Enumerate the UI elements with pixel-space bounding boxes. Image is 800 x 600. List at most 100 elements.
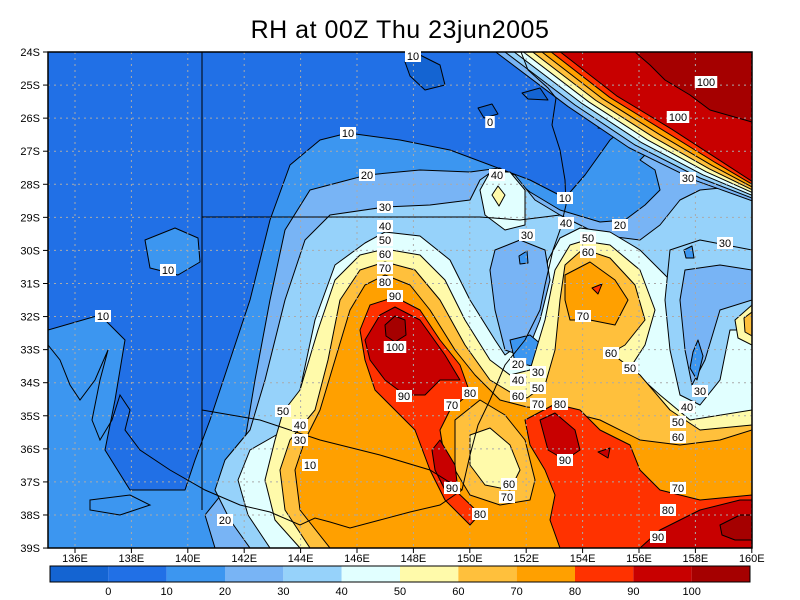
svg-text:70: 70 bbox=[379, 263, 391, 275]
contour-label: 60 bbox=[670, 431, 686, 444]
colorbar-label: 0 bbox=[105, 586, 111, 598]
colorbar-label: 30 bbox=[277, 586, 289, 598]
contour-label: 30 bbox=[377, 201, 393, 214]
contour-label: 60 bbox=[580, 246, 596, 259]
region-10-20 bbox=[518, 250, 529, 265]
svg-text:40: 40 bbox=[379, 221, 391, 233]
svg-text:30: 30 bbox=[521, 230, 533, 242]
state-border bbox=[201, 409, 463, 491]
contour-label: 50 bbox=[622, 362, 638, 375]
contour-label: 60 bbox=[603, 347, 619, 360]
lon-label: 144E bbox=[288, 553, 314, 565]
svg-text:60: 60 bbox=[512, 391, 524, 403]
colorbar-swatch bbox=[225, 566, 284, 582]
colorbar-swatch bbox=[166, 566, 225, 582]
svg-text:60: 60 bbox=[503, 479, 515, 491]
region-below-0 bbox=[477, 103, 499, 119]
colorbar-label: 20 bbox=[219, 586, 231, 598]
contour-label: 80 bbox=[377, 276, 393, 289]
svg-text:0: 0 bbox=[487, 117, 493, 129]
lon-label: 152E bbox=[513, 553, 539, 565]
contour-label: 40 bbox=[489, 169, 505, 182]
colorbar-swatch bbox=[691, 566, 750, 582]
svg-text:10: 10 bbox=[407, 51, 419, 63]
svg-text:10: 10 bbox=[559, 193, 571, 205]
lat-label: 26S bbox=[20, 113, 40, 125]
region-10-20 bbox=[689, 339, 704, 381]
region-60-70 bbox=[743, 311, 752, 337]
svg-text:80: 80 bbox=[464, 388, 476, 400]
lon-label: 148E bbox=[401, 553, 427, 565]
lat-label: 35S bbox=[20, 411, 40, 423]
colorbar-frame bbox=[49, 565, 751, 583]
colorbar-label: 10 bbox=[161, 586, 173, 598]
svg-text:100: 100 bbox=[669, 112, 687, 124]
colorbar-swatch bbox=[575, 566, 634, 582]
svg-text:20: 20 bbox=[512, 359, 524, 371]
contour-label: 20 bbox=[510, 358, 526, 371]
svg-text:50: 50 bbox=[624, 363, 636, 375]
colorbar-label: 60 bbox=[452, 586, 464, 598]
region-below-0 bbox=[521, 87, 549, 101]
colorbar-swatch bbox=[458, 566, 517, 582]
svg-text:60: 60 bbox=[605, 348, 617, 360]
lon-label: 146E bbox=[344, 553, 370, 565]
lat-label: 34S bbox=[20, 378, 40, 390]
svg-text:50: 50 bbox=[532, 383, 544, 395]
svg-text:10: 10 bbox=[342, 128, 354, 140]
contour-label: 10 bbox=[302, 459, 318, 472]
axes: 24S 25S 26S 27S 28S 29S 30S 31S 32S 33S 34S 35S 36S 3… bbox=[20, 47, 764, 565]
lon-label: 160E bbox=[739, 553, 765, 565]
contour-label: 80 bbox=[552, 398, 568, 411]
coastline bbox=[48, 52, 567, 529]
svg-text:100: 100 bbox=[386, 342, 404, 354]
lon-label: 156E bbox=[626, 553, 652, 565]
region-above-100 bbox=[634, 52, 752, 123]
lon-label: 154E bbox=[570, 553, 596, 565]
svg-text:40: 40 bbox=[294, 420, 306, 432]
lat-label: 38S bbox=[20, 510, 40, 522]
svg-text:20: 20 bbox=[219, 515, 231, 527]
region-90-100 bbox=[539, 412, 581, 461]
contour-label: 60 bbox=[510, 390, 526, 403]
svg-text:50: 50 bbox=[672, 417, 684, 429]
contour-label: 10 bbox=[160, 264, 176, 277]
contour-label: 70 bbox=[499, 491, 515, 504]
contour-label: 30 bbox=[292, 434, 308, 447]
lat-label: 33S bbox=[20, 345, 40, 357]
colorbar-label: 80 bbox=[569, 586, 581, 598]
svg-text:90: 90 bbox=[559, 455, 571, 467]
contour-label: 30 bbox=[530, 366, 546, 379]
svg-text:30: 30 bbox=[532, 367, 544, 379]
colorbar-swatch bbox=[283, 566, 342, 582]
lat-label: 25S bbox=[20, 80, 40, 92]
svg-text:40: 40 bbox=[512, 375, 524, 387]
colorbar-label: 40 bbox=[336, 586, 348, 598]
contour-label: 20 bbox=[359, 169, 375, 182]
svg-text:100: 100 bbox=[697, 77, 715, 89]
contour-label: 40 bbox=[292, 419, 308, 432]
lon-label: 136E bbox=[62, 553, 88, 565]
contour-label: 60 bbox=[501, 478, 517, 491]
chart-title: RH at 00Z Thu 23jun2005 bbox=[250, 16, 550, 44]
svg-text:30: 30 bbox=[719, 238, 731, 250]
svg-text:30: 30 bbox=[294, 435, 306, 447]
svg-text:10: 10 bbox=[304, 460, 316, 472]
contour-label: 80 bbox=[472, 508, 488, 521]
colorbar-swatch bbox=[341, 566, 400, 582]
contour-label: 10 bbox=[340, 127, 356, 140]
contour-label: 30 bbox=[717, 237, 733, 250]
region-10-20 bbox=[144, 227, 201, 276]
region-50-60 bbox=[491, 185, 506, 207]
contour-label: 40 bbox=[558, 217, 574, 230]
lat-label: 31S bbox=[20, 278, 40, 290]
svg-text:60: 60 bbox=[672, 432, 684, 444]
svg-text:10: 10 bbox=[162, 265, 174, 277]
lat-label: 37S bbox=[20, 477, 40, 489]
contour-label: 100 bbox=[694, 76, 718, 89]
contour-label: 70 bbox=[444, 399, 460, 412]
lat-label: 27S bbox=[20, 146, 40, 158]
region-90-100 bbox=[597, 447, 611, 459]
colorbar-swatch bbox=[633, 566, 692, 582]
